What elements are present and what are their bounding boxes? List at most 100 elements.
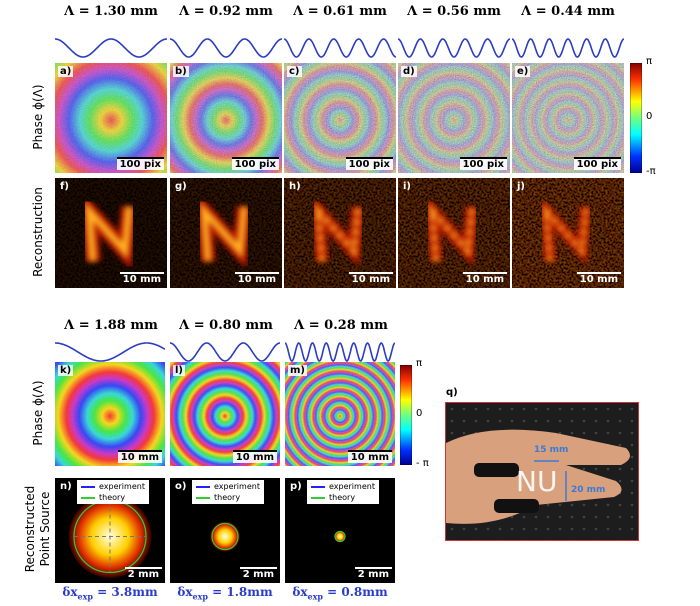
colorbar-label: π <box>646 56 653 67</box>
panel-label: n) <box>60 481 72 492</box>
theory-circle <box>334 530 346 543</box>
psf-panel: experiment theory o) 2 mm <box>170 478 280 583</box>
scale-bar: 10 mm <box>347 450 392 463</box>
legend-text: experiment <box>99 482 145 491</box>
wave-line <box>55 342 165 362</box>
noise-layer <box>170 63 282 173</box>
recon-panel: f) 10 mm <box>55 178 167 288</box>
res-sub: exp <box>77 591 93 602</box>
wave <box>170 38 282 58</box>
wave <box>512 38 624 58</box>
row-label: Reconstruction <box>31 187 45 277</box>
recon <box>170 178 282 288</box>
scale-bar: 10 mm <box>234 272 279 285</box>
panel-label: g) <box>175 181 187 192</box>
noise <box>170 63 282 173</box>
legend-entry: theory <box>81 492 145 503</box>
wave <box>398 38 510 58</box>
wavelength: Λ = 0.28 mm <box>294 318 388 333</box>
recon <box>398 178 510 288</box>
phase-panel: k) 10 mm <box>55 362 165 466</box>
colorbar-label: π <box>416 358 423 369</box>
panel-label: i) <box>403 181 411 192</box>
legend: experiment theory <box>77 480 149 504</box>
phase-panel: l) 10 mm <box>170 362 280 466</box>
resolution: δxexp = 3.8mm <box>50 585 170 601</box>
noise <box>398 63 510 173</box>
wave-line <box>398 38 510 58</box>
recon-panel: j) 10 mm <box>512 178 624 288</box>
scale-bar: 10 mm <box>462 272 507 285</box>
photo-art <box>446 429 630 524</box>
panel-label: j) <box>517 181 525 192</box>
panel-label: m) <box>288 365 307 376</box>
wave <box>55 38 167 58</box>
scale-bar: 2 mm <box>354 567 392 580</box>
recon-panel: g) 10 mm <box>170 178 282 288</box>
colorbar-label: -π <box>646 166 656 177</box>
scale-bar: 10 mm <box>232 450 277 463</box>
scale-bar: 100 pix <box>345 157 393 170</box>
panel-label: q) <box>446 387 458 398</box>
legend-swatch <box>311 496 325 499</box>
noise <box>55 362 165 466</box>
noise <box>55 63 167 173</box>
panel-label: l) <box>173 365 185 376</box>
phase-panel: d) 100 pix <box>398 63 510 173</box>
res-sub: exp <box>192 591 208 602</box>
res-sub: exp <box>307 591 323 602</box>
row-label: Phase ϕ(Λ) <box>31 380 45 446</box>
wave-line <box>170 342 280 362</box>
noise-layer <box>284 63 396 173</box>
scale-bar: 10 mm <box>576 272 621 285</box>
legend: experiment theory <box>192 480 264 504</box>
panel-label: e) <box>515 66 531 77</box>
wave-line <box>285 342 395 362</box>
resolution: δxexp = 0.8mm <box>280 585 400 601</box>
panel-label: a) <box>58 66 74 77</box>
legend-text: experiment <box>329 482 375 491</box>
legend-entry: theory <box>311 492 375 503</box>
panel-label: c) <box>287 66 302 77</box>
colorbar-label: 0 <box>646 111 653 122</box>
photo-text: NU <box>516 465 558 498</box>
wave-line <box>512 38 624 58</box>
row-label: Phase ϕ(Λ) <box>31 84 45 150</box>
tube <box>474 463 519 477</box>
n-core <box>428 203 475 262</box>
res-symbol: δx <box>177 585 193 599</box>
psf <box>68 495 152 578</box>
n-core <box>84 200 133 262</box>
panel-label: k) <box>58 365 74 376</box>
recon <box>55 178 167 288</box>
legend-swatch <box>196 485 210 488</box>
res-value: = 0.8mm <box>322 585 388 599</box>
phase-panel: a) 100 pix <box>55 63 167 173</box>
psf <box>210 521 240 552</box>
noise-layer <box>55 362 165 466</box>
panel-label: o) <box>175 481 187 492</box>
recon-panel: i) 10 mm <box>398 178 510 288</box>
wavelength: Λ = 0.80 mm <box>179 318 273 333</box>
legend-text: theory <box>99 493 126 502</box>
recon-panel: h) 10 mm <box>284 178 396 288</box>
noise-layer <box>512 63 624 173</box>
scale-bar: 100 pix <box>573 157 621 170</box>
photo-dim: 20 mm <box>571 485 606 495</box>
noise-layer <box>285 362 395 466</box>
psf <box>334 530 346 543</box>
n-core <box>199 201 248 262</box>
psf-panel: experiment theory n) 2 mm <box>55 478 165 583</box>
panel-label: f) <box>60 181 69 192</box>
noise <box>284 63 396 173</box>
wavelength: Λ = 1.88 mm <box>64 318 158 333</box>
scale-bar: 100 pix <box>459 157 507 170</box>
photo-dim: 15 mm <box>534 445 569 455</box>
scale-bar: 2 mm <box>124 567 162 580</box>
noise-layer <box>398 63 510 173</box>
scale-bar: 10 mm <box>117 450 162 463</box>
legend-swatch <box>311 485 325 488</box>
noise <box>285 362 395 466</box>
legend-entry: experiment <box>196 481 260 492</box>
colorbar-fill <box>400 365 412 465</box>
